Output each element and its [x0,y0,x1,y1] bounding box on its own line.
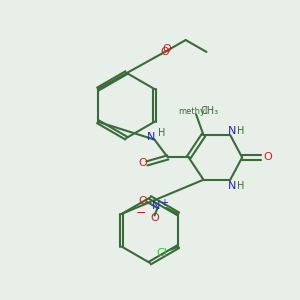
Text: O: O [162,44,171,54]
Text: H: H [237,126,244,136]
Text: Cl: Cl [157,248,167,257]
Text: O: O [263,152,272,162]
Text: H: H [237,181,244,191]
Text: N: N [147,132,156,142]
Text: N: N [227,126,236,136]
Text: methyl: methyl [178,107,208,116]
Text: N: N [152,202,160,212]
Text: N: N [227,181,236,191]
Text: O: O [150,213,159,224]
Text: O: O [138,196,147,206]
Text: +: + [160,198,168,208]
Text: O: O [160,47,169,57]
Text: O: O [138,158,147,168]
Text: −: − [136,207,146,220]
Text: H: H [158,128,166,138]
Text: CH₃: CH₃ [200,106,219,116]
